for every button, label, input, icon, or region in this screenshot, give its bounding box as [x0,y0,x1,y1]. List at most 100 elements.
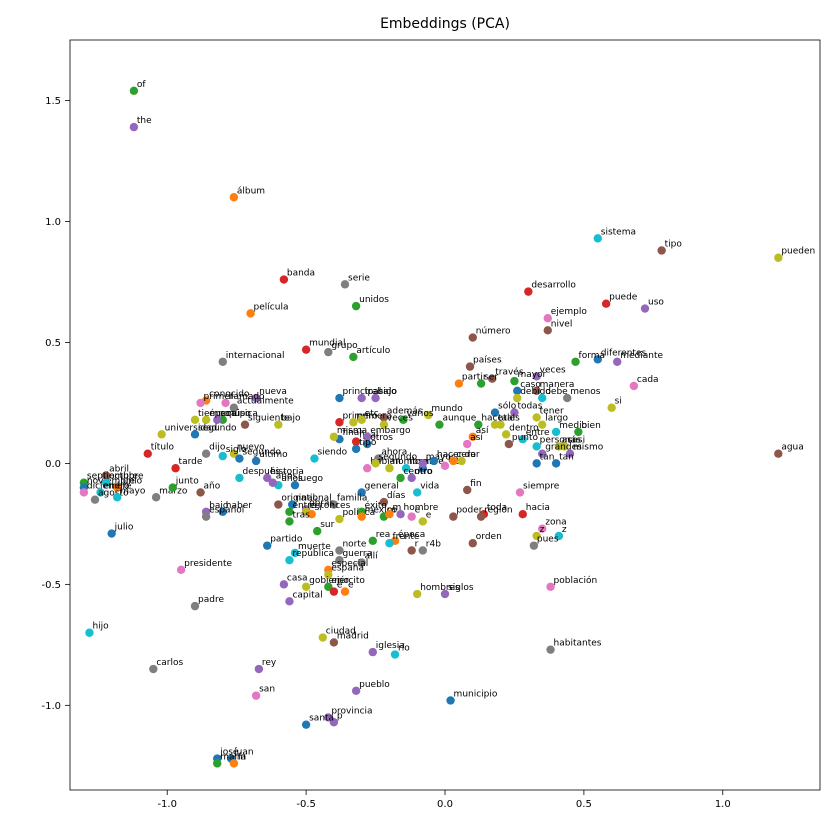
scatter-label: san [259,685,275,695]
scatter-label: municipio [454,689,498,699]
scatter-label: región [484,505,512,516]
scatter-label: sólo [498,401,517,412]
scatter-label: e [426,510,432,520]
scatter-label: bajo [281,414,301,424]
scatter-label: primer [204,392,234,402]
scatter-label: r [415,539,419,549]
x-tick-label: 0.5 [576,799,592,810]
scatter-label: película [254,302,289,312]
scatter-label: siendo [317,448,347,458]
scatter-label: luego [298,474,323,484]
scatter-label: rey [262,658,277,668]
scatter-label: punto [512,433,539,443]
scatter-label: pueblo [359,680,390,690]
scatter-label: pues [537,535,559,545]
scatter-label: internacional [226,351,285,361]
scatter-label: misma [337,426,367,436]
x-tick-label: 1.0 [715,799,731,810]
scatter-label: época [209,408,236,419]
scatter-label: siempre [523,481,560,491]
scatter-label: río [398,644,410,654]
scatter-label: hijo [92,622,109,632]
scatter-label: bien [581,421,600,431]
scatter-label: sí [315,503,323,513]
scatter-label: título [151,443,175,453]
scatter-label: tarde [179,457,203,467]
scatter-label: norte [342,539,366,549]
chart-title: Embeddings (PCA) [380,16,510,32]
scatter-label: si [615,397,622,407]
scatter-label: etc [365,409,379,419]
scatter-label: dar [465,450,480,460]
scatter-label: grupo [331,341,358,351]
scatter-label: siglos [448,583,474,593]
scatter-label: vida [420,481,439,491]
scatter-label: e [348,581,354,591]
scatter-label: mediante [620,351,663,361]
scatter-label: forma [579,351,606,361]
scatter-label: capital [292,590,322,600]
scatter-label: z [540,525,545,535]
scatter-label: santa [309,714,334,724]
scatter-label: hacia [526,503,550,513]
scatter-label: veces [387,414,413,424]
y-tick-label: -1.0 [41,701,61,712]
scatter-label: e [415,506,421,516]
scatter-label: z [562,525,567,535]
scatter-label: rea [376,530,391,540]
scatter-label: segundo [198,423,237,433]
scatter-label: hombre [404,503,439,513]
scatter-label: años [276,472,298,482]
scatter-label: uso [648,298,664,308]
scatter-label: dijo [209,443,226,453]
scatter-label: tales [498,414,520,424]
scatter-label: padre [198,595,224,605]
scatter-label: así [470,433,483,443]
scatter-label: serie [348,273,370,283]
scatter-label: m [237,752,246,762]
scatter-label: fin [470,479,481,489]
scatter-label: p [337,711,343,721]
scatter-label: países [473,356,502,366]
scatter-label: habitantes [554,639,602,649]
scatter-label: ejemplo [551,307,588,317]
scatter-label: días [387,491,406,501]
scatter-label: menos [570,387,601,397]
scatter-label: casa [287,573,308,583]
scatter-label: general [365,481,399,491]
scatter-chart: -1.0-0.50.00.51.0-1.0-0.50.00.51.01.5Emb… [0,0,838,834]
scatter-label: pueden [781,247,815,257]
scatter-label: otro [415,467,434,477]
scatter-label: población [554,575,598,586]
scatter-label: dentro [509,423,539,433]
scatter-label: segundo [379,452,418,462]
scatter-label: junto [175,477,199,487]
scatter-label: año [204,481,221,491]
scatter-label: tan [540,452,555,462]
scatter-label: banda [287,269,315,279]
scatter-label: sistema [601,227,636,237]
y-tick-label: 0.5 [45,338,61,349]
scatter-label: tipo [665,239,683,249]
scatter-label: unidos [359,295,389,305]
scatter-label: mayo [120,486,146,496]
scatter-label: mundo [431,404,463,414]
scatter-label: españa [331,564,364,574]
scatter-label: república [292,549,334,559]
y-tick-label: 0.0 [45,459,61,470]
scatter-label: sido [379,387,398,397]
scatter-label: puede [609,293,638,303]
y-tick-label: 1.5 [45,96,61,107]
scatter-label: artículo [356,346,390,356]
scatter-label: través [495,367,524,378]
scatter-label: julio [114,523,134,533]
scatter-label: mismo [573,443,604,453]
scatter-label: orden [476,532,502,542]
scatter-label: álbum [237,186,265,196]
x-tick-label: -0.5 [296,799,316,810]
scatter-label: tipo [359,438,377,448]
scatter-label: aunque [442,414,476,424]
scatter-label: español [209,506,244,516]
scatter-label: sur [320,520,334,530]
scatter-label: desarrollo [531,281,576,291]
